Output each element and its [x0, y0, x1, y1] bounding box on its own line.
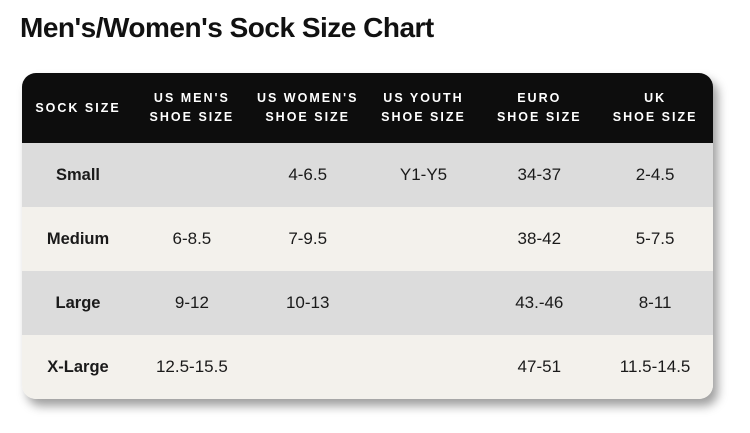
table-row-large: Large 9-12 10-13 43.-46 8-11 — [22, 271, 713, 335]
table-row-medium: Medium 6-8.5 7-9.5 38-42 5-7.5 — [22, 207, 713, 271]
column-header-us-youth: US YOUTH SHOE SIZE — [366, 73, 482, 143]
cell-us-mens: 12.5-15.5 — [155, 357, 228, 376]
cell-us-womens — [250, 335, 366, 399]
cell-euro: 38-42 — [517, 229, 562, 248]
column-header-sock-size: SOCK SIZE — [22, 73, 134, 143]
row-label: Large — [55, 293, 101, 312]
cell-euro: 43.-46 — [515, 293, 564, 312]
cell-us-mens: 9-12 — [174, 293, 209, 312]
cell-uk: 11.5-14.5 — [619, 357, 691, 376]
header-text-line: SOCK SIZE — [35, 100, 121, 115]
cell-us-womens: 4-6.5 — [288, 165, 328, 184]
column-header-uk: UK SHOE SIZE — [597, 73, 713, 143]
table-row-x-large: X-Large 12.5-15.5 47-51 11.5-14.5 — [22, 335, 713, 399]
row-label: Medium — [46, 229, 110, 248]
cell-euro: 47-51 — [517, 357, 562, 376]
header-text-line: SHOE SIZE — [496, 110, 582, 124]
cell-us-mens — [134, 143, 250, 207]
header-text-line: SHOE SIZE — [265, 110, 351, 124]
cell-uk: 8-11 — [638, 293, 672, 312]
cell-uk: 2-4.5 — [635, 165, 675, 184]
header-text-line: US YOUTH — [383, 91, 464, 105]
cell-us-mens: 6-8.5 — [172, 229, 212, 248]
header-text-line: SHOE SIZE — [149, 110, 235, 124]
cell-euro: 34-37 — [517, 165, 562, 184]
cell-us-youth: Y1-Y5 — [399, 165, 448, 184]
row-label: Small — [55, 165, 101, 184]
row-label: X-Large — [47, 357, 109, 376]
page-title: Men's/Women's Sock Size Chart — [20, 12, 434, 43]
table-header-row: SOCK SIZE US MEN'S SHOE SIZE US WOMEN'S … — [22, 73, 713, 143]
cell-uk: 5-7.5 — [635, 229, 675, 248]
table-row-small: Small 4-6.5 Y1-Y5 34-37 2-4.5 — [22, 143, 713, 207]
sock-size-chart-table: SOCK SIZE US MEN'S SHOE SIZE US WOMEN'S … — [22, 73, 713, 399]
cell-us-youth — [366, 335, 482, 399]
header-text-line: US WOMEN'S — [256, 91, 359, 105]
header-text-line: US MEN'S — [153, 91, 230, 105]
cell-us-youth — [366, 271, 482, 335]
header-text-line: EURO — [517, 91, 562, 105]
header-text-line: UK — [644, 91, 667, 105]
column-header-us-womens: US WOMEN'S SHOE SIZE — [250, 73, 366, 143]
cell-us-womens: 7-9.5 — [288, 229, 328, 248]
header-text-line: SHOE SIZE — [381, 110, 466, 124]
column-header-euro: EURO SHOE SIZE — [481, 73, 597, 143]
cell-us-womens: 10-13 — [285, 293, 330, 312]
column-header-us-mens: US MEN'S SHOE SIZE — [134, 73, 250, 143]
cell-us-youth — [366, 207, 482, 271]
header-text-line: SHOE SIZE — [612, 110, 698, 124]
